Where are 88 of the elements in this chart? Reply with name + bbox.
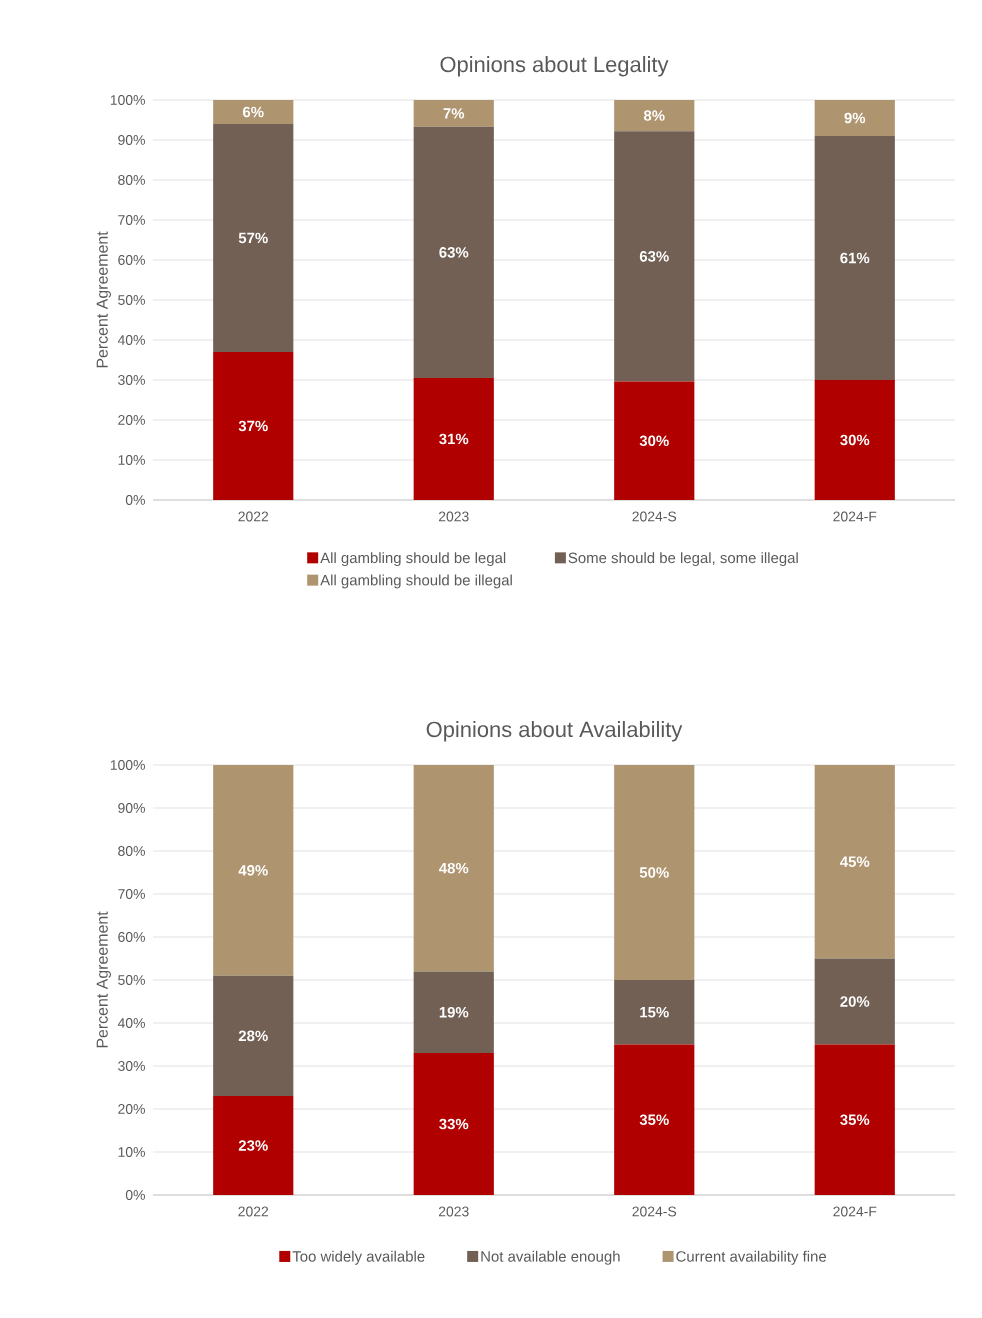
data-label: 57%: [238, 232, 268, 244]
data-label: 35%: [639, 1114, 669, 1126]
data-label: 20%: [840, 996, 870, 1007]
data-label: 61%: [840, 252, 870, 264]
bar: [213, 765, 294, 976]
y-tick-label: 60%: [118, 255, 145, 265]
data-label: 35%: [840, 1114, 870, 1126]
data-label: 8%: [643, 110, 665, 121]
y-tick-label: 40%: [117, 1018, 145, 1028]
bar: [213, 975, 294, 1097]
data-label: 30%: [840, 434, 870, 446]
legend-label: Current availability fine: [676, 1250, 827, 1265]
y-tick-label: 60%: [118, 932, 145, 942]
y-tick-label: 10%: [118, 455, 145, 465]
bar: [614, 765, 695, 980]
legend-label: All gambling should be legal: [320, 552, 506, 567]
y-tick-label: 90%: [118, 803, 145, 813]
bar: [213, 1096, 294, 1195]
data-label: 48%: [439, 862, 469, 874]
bar: [614, 99, 695, 132]
data-label: 7%: [443, 108, 465, 119]
y-tick-label: 100%: [110, 95, 145, 105]
x-tick-label: 2023: [438, 1206, 469, 1217]
y-tick-label: 70%: [118, 889, 145, 899]
data-label: 49%: [238, 865, 268, 876]
bar: [413, 126, 494, 378]
data-label: 31%: [439, 433, 469, 445]
data-label: 28%: [238, 1030, 268, 1042]
y-tick-label: 50%: [118, 975, 145, 985]
y-tick-label: 40%: [117, 335, 145, 345]
bar: [814, 958, 895, 1045]
bar: [413, 765, 494, 972]
legend-label: Too widely available: [292, 1250, 425, 1265]
data-label: 30%: [639, 435, 669, 447]
bar: [814, 135, 895, 380]
y-tick-label: 80%: [118, 175, 145, 185]
y-tick-label: 30%: [118, 375, 145, 385]
data-label: 9%: [844, 112, 866, 124]
legend-label: All gambling should be illegal: [320, 574, 512, 589]
bar: [213, 123, 294, 352]
y-tick-label: 50%: [118, 295, 145, 305]
y-tick-label: 90%: [118, 135, 145, 145]
data-label: 33%: [439, 1118, 469, 1130]
y-tick-label: 80%: [118, 846, 145, 856]
bar: [413, 971, 494, 1054]
y-tick-label: 0%: [125, 1190, 145, 1200]
bar: [814, 765, 895, 959]
y-tick-label: 100%: [110, 760, 145, 770]
y-tick-label: 70%: [118, 215, 145, 225]
bar: [814, 379, 895, 500]
x-tick-label: 2024-S: [632, 511, 677, 522]
x-tick-label: 2022: [238, 511, 269, 522]
bar: [413, 1053, 494, 1195]
y-tick-label: 0%: [125, 495, 145, 505]
data-label: 19%: [439, 1006, 469, 1018]
bar: [614, 131, 695, 382]
y-tick-label: 10%: [118, 1147, 145, 1157]
y-axis-title: Percent Agreement: [96, 231, 111, 368]
data-label: 63%: [439, 247, 469, 258]
bar: [614, 980, 695, 1045]
legend-label: Not available enough: [481, 1250, 620, 1265]
bar: [614, 1044, 695, 1195]
bar: [413, 99, 494, 127]
data-label: 6%: [243, 106, 264, 118]
chart-title: Opinions about Legality: [440, 56, 669, 77]
bar: [814, 1044, 895, 1195]
y-axis-title: Percent Agreement: [96, 911, 111, 1048]
data-label: 50%: [639, 867, 669, 878]
x-tick-label: 2024-F: [833, 1206, 877, 1217]
bar: [213, 351, 294, 500]
bar: [413, 377, 494, 500]
bar: [213, 99, 294, 124]
y-tick-label: 20%: [118, 1104, 145, 1114]
x-tick-label: 2023: [438, 511, 469, 522]
x-tick-label: 2024-F: [833, 511, 877, 522]
x-tick-label: 2024-S: [632, 1206, 677, 1217]
legend-label: Some should be legal, some illegal: [568, 552, 798, 567]
x-tick-label: 2022: [238, 1206, 269, 1217]
data-label: 63%: [639, 251, 669, 262]
bar: [814, 99, 895, 136]
bar: [614, 381, 695, 500]
data-label: 37%: [238, 420, 268, 432]
data-label: 23%: [238, 1140, 268, 1151]
data-label: 45%: [840, 856, 870, 868]
chart-title: Opinions about Availability: [426, 721, 683, 742]
data-label: 15%: [640, 1006, 669, 1018]
y-tick-label: 20%: [118, 415, 145, 425]
y-tick-label: 30%: [118, 1061, 145, 1071]
